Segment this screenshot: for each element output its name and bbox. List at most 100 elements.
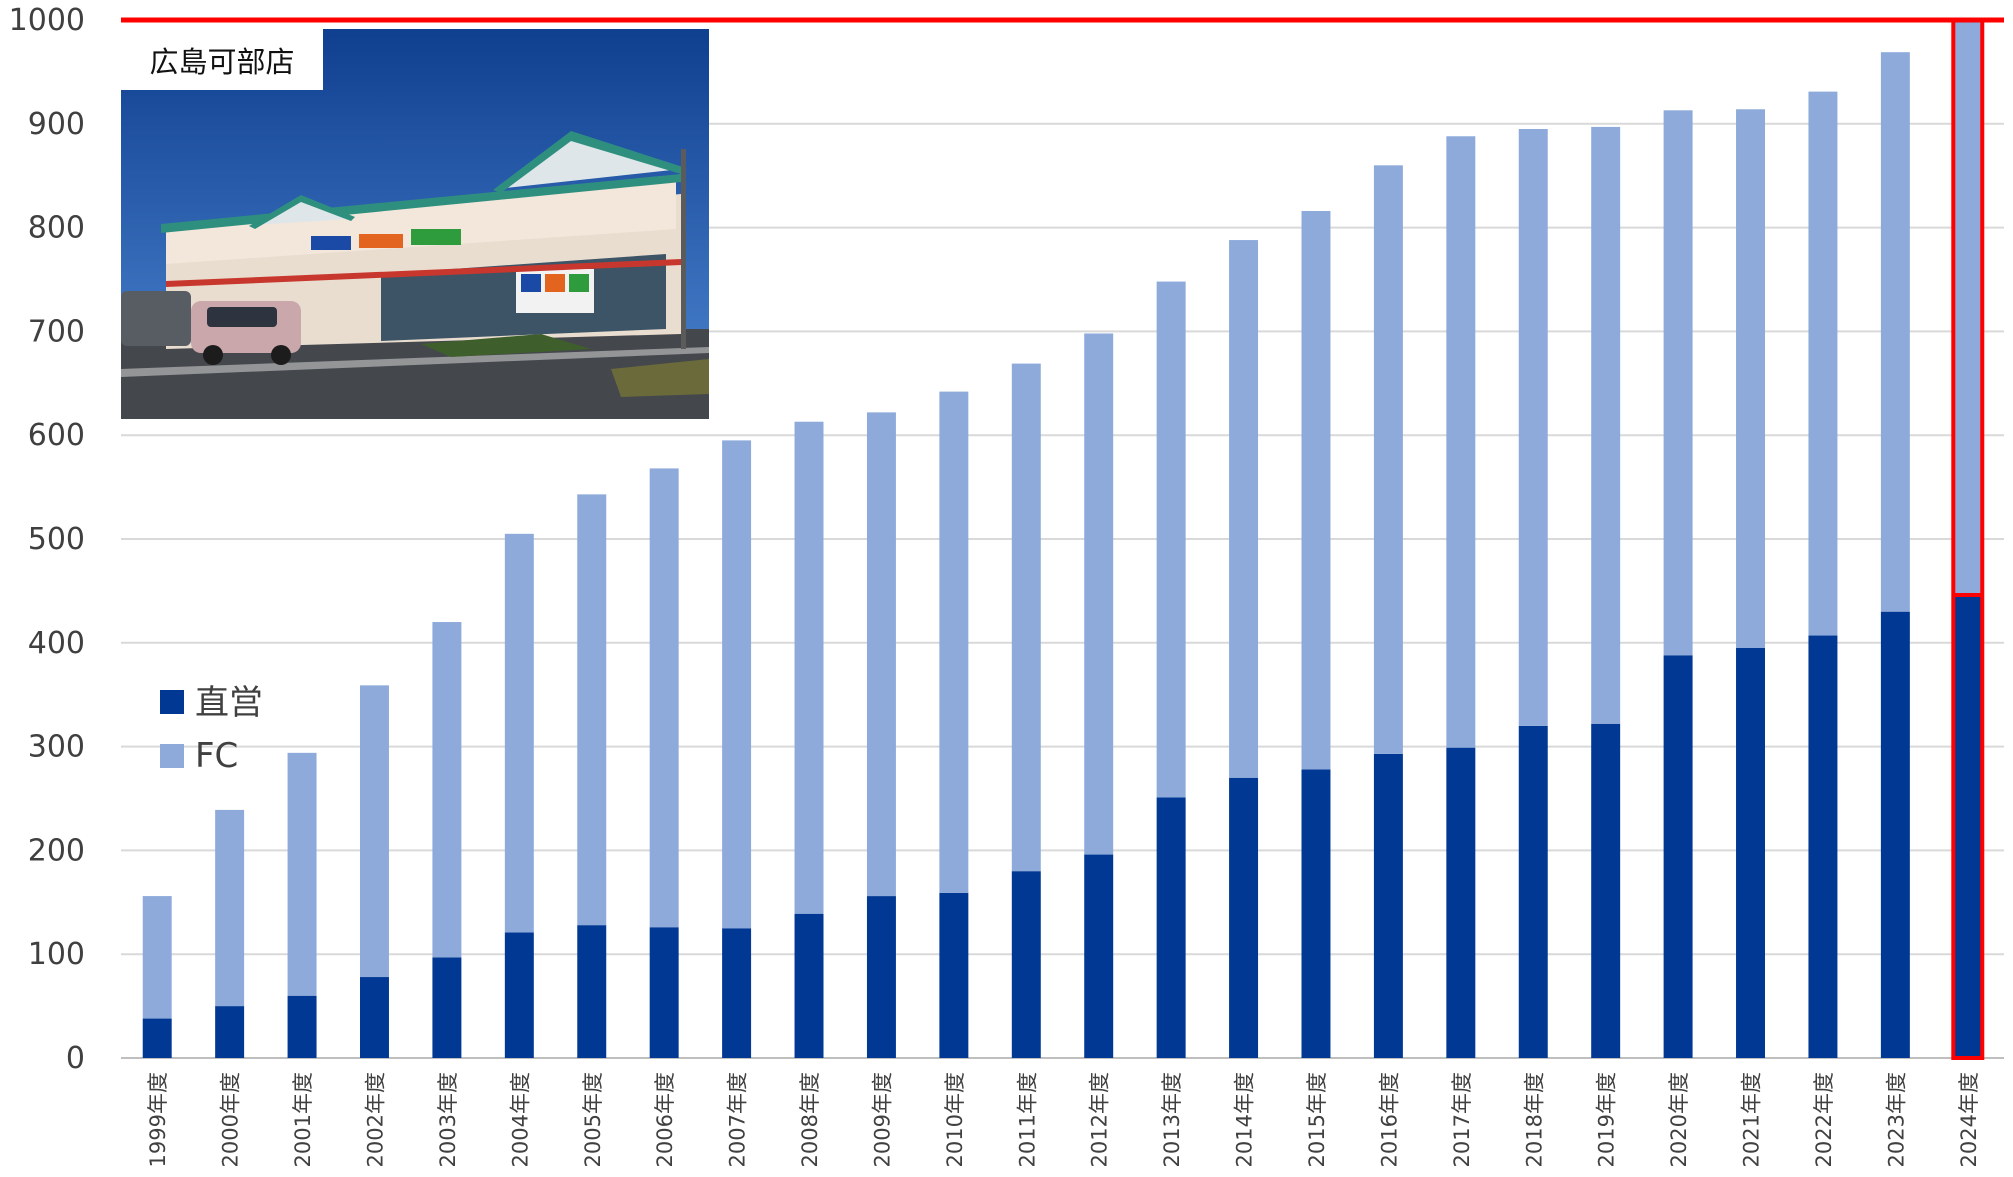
y-tick-label: 300 — [28, 730, 85, 765]
y-tick-label: 200 — [28, 833, 85, 868]
bar-segment-direct — [1301, 769, 1331, 1058]
bar-segment-fc — [722, 440, 752, 929]
bar-segment-fc — [1373, 165, 1403, 754]
x-tick-label: 2012年度 — [1088, 1072, 1112, 1167]
bar-segment-direct — [866, 896, 896, 1058]
bar-segment-direct — [1736, 647, 1766, 1058]
bar-segment-fc — [794, 421, 824, 914]
bar-segment-direct — [1229, 777, 1259, 1058]
x-tick-label: 2002年度 — [363, 1072, 387, 1167]
x-tick-label: 2003年度 — [436, 1072, 460, 1167]
bar-segment-direct — [1953, 595, 1983, 1058]
highlight-bar-outline — [1951, 18, 1985, 1060]
y-tick-label: 500 — [28, 522, 85, 557]
bar-segment-direct — [649, 927, 679, 1058]
bar-segment-direct — [1446, 747, 1476, 1058]
bar-segment-fc — [1446, 136, 1476, 748]
bar-segment-fc — [1663, 110, 1693, 656]
x-tick-label: 2010年度 — [943, 1072, 967, 1167]
bar-segment-direct — [1663, 655, 1693, 1058]
x-tick-label: 2008年度 — [798, 1072, 822, 1167]
bar-segment-fc — [939, 391, 969, 893]
store-photo: 広島可部店 — [121, 29, 709, 419]
bar-segment-direct — [359, 977, 389, 1058]
bar-segment-fc — [649, 468, 679, 928]
photo-caption: 広島可部店 — [121, 29, 323, 90]
x-tick-label: 2007年度 — [726, 1072, 750, 1167]
bar-segment-fc — [1229, 240, 1259, 778]
bar-segment-direct — [939, 892, 969, 1058]
bar-segment-direct — [1880, 611, 1910, 1058]
x-tick-label: 2013年度 — [1160, 1072, 1184, 1167]
bar-segment-direct — [1011, 871, 1041, 1058]
bars — [142, 20, 1983, 1058]
x-tick-label: 2006年度 — [653, 1072, 677, 1167]
bar-segment-fc — [287, 752, 317, 996]
x-tick-label: 2020年度 — [1667, 1072, 1691, 1167]
x-tick-label: 2018年度 — [1522, 1072, 1546, 1167]
store-photo-illustration — [121, 29, 709, 419]
bar-segment-direct — [577, 925, 607, 1058]
x-tick-label: 2023年度 — [1884, 1072, 1908, 1167]
y-tick-label: 100 — [28, 937, 85, 972]
bar-segment-fc — [1736, 109, 1766, 648]
bar-segment-fc — [577, 494, 607, 926]
bar-segment-fc — [1953, 20, 1983, 596]
bar-segment-direct — [722, 928, 752, 1058]
y-tick-label: 400 — [28, 626, 85, 661]
x-tick-label: 2015年度 — [1305, 1072, 1329, 1167]
y-axis-ticks: 0 100 200 300 400 500 600 700 800 900 1000 — [9, 3, 85, 1076]
bar-segment-direct — [504, 932, 534, 1058]
legend-label-fc: FC — [195, 736, 238, 776]
bar-segment-fc — [1011, 363, 1041, 872]
bar-segment-fc — [1156, 281, 1186, 798]
bar-segment-direct — [432, 957, 462, 1058]
bar-segment-fc — [359, 685, 389, 978]
y-tick-label: 900 — [28, 107, 85, 142]
bar-segment-direct — [794, 913, 824, 1058]
bar-segment-fc — [215, 809, 245, 1007]
legend: 直営 FC — [160, 683, 263, 776]
x-tick-label: 2019年度 — [1595, 1072, 1619, 1167]
bar-segment-fc — [1808, 91, 1838, 636]
bar-segment-fc — [1591, 126, 1621, 724]
x-tick-label: 2014年度 — [1233, 1072, 1257, 1167]
legend-swatch-fc — [160, 744, 184, 768]
x-tick-label: 2009年度 — [870, 1072, 894, 1167]
x-tick-label: 2001年度 — [291, 1072, 315, 1167]
bar-segment-fc — [866, 412, 896, 897]
bar-segment-fc — [1880, 52, 1910, 612]
y-tick-label: 1000 — [9, 3, 85, 38]
bar-segment-direct — [1591, 723, 1621, 1058]
legend-swatch-direct — [160, 690, 184, 714]
bar-segment-fc — [1518, 128, 1548, 726]
bar-segment-fc — [432, 622, 462, 958]
x-tick-label: 2016年度 — [1377, 1072, 1401, 1167]
bar-segment-fc — [142, 896, 172, 1019]
y-tick-label: 600 — [28, 418, 85, 453]
x-tick-label: 2005年度 — [581, 1072, 605, 1167]
bar-segment-direct — [142, 1018, 172, 1058]
bar-segment-fc — [1084, 333, 1114, 855]
x-axis-ticks: 1999年度 2000年度 2001年度 2002年度 2003年度 2004年度 2005… — [146, 1072, 1981, 1167]
highlight-overlay — [121, 17, 2004, 1060]
x-tick-label: 2004年度 — [508, 1072, 532, 1167]
bar-segment-direct — [1518, 725, 1548, 1058]
x-tick-label: 2024年度 — [1957, 1072, 1981, 1167]
y-tick-label: 800 — [28, 211, 85, 246]
bar-segment-direct — [1156, 797, 1186, 1058]
x-tick-label: 2021年度 — [1740, 1072, 1764, 1167]
legend-label-direct: 直営 — [195, 683, 263, 723]
x-tick-label: 2017年度 — [1450, 1072, 1474, 1167]
x-tick-label: 2011年度 — [1015, 1072, 1039, 1167]
x-tick-label: 2022年度 — [1812, 1072, 1836, 1167]
y-tick-label: 700 — [28, 314, 85, 349]
x-tick-label: 2000年度 — [219, 1072, 243, 1167]
bar-segment-direct — [1373, 753, 1403, 1058]
bar-segment-fc — [504, 533, 534, 933]
bar-segment-direct — [1808, 635, 1838, 1058]
bar-segment-fc — [1301, 210, 1331, 770]
y-tick-label: 0 — [66, 1041, 85, 1076]
